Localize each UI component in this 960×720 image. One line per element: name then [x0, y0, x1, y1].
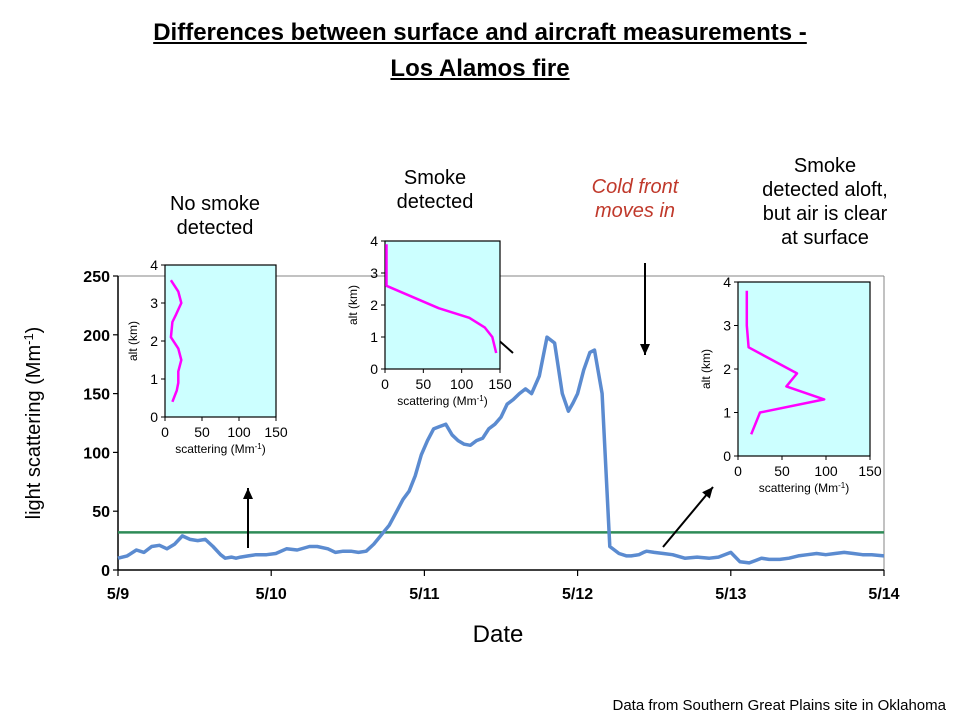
- profile-x-tick-label: 0: [734, 463, 742, 479]
- profile-x-tick-label: 0: [161, 424, 169, 440]
- profile-y-tick-label: 4: [723, 274, 731, 290]
- profile-y-axis-title: alt (km): [699, 349, 713, 389]
- profile-y-tick-label: 2: [723, 361, 731, 377]
- altitude-profile-line: [169, 279, 183, 403]
- scattering-series-line: [117, 335, 885, 565]
- annotation-arrow-head: [640, 344, 650, 355]
- profile-y-tick-label: 2: [370, 297, 378, 313]
- annotation-line: detected: [176, 217, 254, 239]
- profile-y-tick-label: 4: [370, 233, 378, 249]
- x-tick-label: 5/13: [715, 586, 746, 603]
- annotation-line: detected aloft,: [762, 179, 888, 201]
- profile-x-tick-label: 50: [416, 376, 432, 392]
- title-line-1: Differences between surface and aircraft…: [153, 19, 807, 46]
- y-axis-title: light scattering (Mm-1): [21, 327, 46, 520]
- profile-y-tick-label: 3: [370, 265, 378, 281]
- profile-y-tick-label: 0: [723, 448, 731, 464]
- profile-plot-area: [164, 264, 277, 418]
- profile-y-tick-label: 0: [150, 409, 158, 425]
- annotation-line: Smoke: [403, 167, 467, 189]
- y-tick-label: 50: [92, 504, 110, 521]
- profile-x-tick-label: 100: [814, 463, 838, 479]
- profile-x-tick-label: 150: [264, 424, 288, 440]
- y-tick-label: 150: [83, 387, 110, 404]
- x-tick-label: 5/11: [409, 586, 439, 603]
- x-tick-label: 5/14: [868, 586, 899, 603]
- annotation-smoke-detected: Smoke detected: [360, 166, 510, 214]
- x-tick-label: 5/9: [107, 586, 129, 603]
- altitude-profile-line: [385, 244, 498, 354]
- annotation-arrow-shaft: [662, 486, 714, 548]
- y-tick-label: 200: [83, 328, 110, 345]
- profile-x-tick-label: 150: [858, 463, 882, 479]
- annotation-line: Smoke: [793, 155, 857, 177]
- profile-x-tick-label: 50: [774, 463, 790, 479]
- annotation-line: at surface: [781, 227, 869, 249]
- profile-plot-area: [384, 240, 501, 370]
- profile-x-axis-title: scattering (Mm-1): [759, 481, 849, 496]
- profile-x-tick-label: 100: [227, 424, 251, 440]
- x-tick-label: 5/12: [562, 586, 593, 603]
- x-tick-label: 5/10: [256, 586, 287, 603]
- profile-x-tick-label: 100: [450, 376, 474, 392]
- annotation-arrow-head: [243, 488, 253, 499]
- profile-y-tick-label: 3: [150, 295, 158, 311]
- profile-y-axis-title: alt (km): [346, 285, 360, 325]
- profile-x-axis-title: scattering (Mm-1): [175, 442, 265, 457]
- profile-y-tick-label: 1: [150, 371, 158, 387]
- profile-x-tick-label: 50: [194, 424, 210, 440]
- profile-y-tick-label: 0: [370, 361, 378, 377]
- profile-y-tick-label: 3: [723, 318, 731, 334]
- annotation-cold-front: Cold front moves in: [560, 175, 710, 223]
- annotation-line: Cold front: [591, 176, 679, 198]
- y-tick-label: 250: [83, 269, 110, 286]
- profile-y-tick-label: 1: [723, 405, 731, 421]
- y-tick-label: 0: [101, 563, 110, 580]
- profile-x-tick-label: 150: [488, 376, 512, 392]
- annotation-line: detected: [396, 191, 474, 213]
- annotation-smoke-aloft: Smoke detected aloft, but air is clear a…: [735, 154, 915, 250]
- profile-y-tick-label: 2: [150, 333, 158, 349]
- profile-y-tick-label: 4: [150, 257, 158, 273]
- profile-x-tick-label: 0: [381, 376, 389, 392]
- annotation-no-smoke: No smoke detected: [140, 192, 290, 240]
- title-line-2: Los Alamos fire: [390, 55, 570, 82]
- annotation-line: moves in: [594, 200, 676, 222]
- profile-x-axis-title: scattering (Mm-1): [397, 394, 487, 409]
- annotation-line: but air is clear: [762, 203, 888, 225]
- data-credit: Data from Southern Great Plains site in …: [612, 697, 947, 714]
- profile-y-axis-title: alt (km): [126, 321, 140, 361]
- profile-plot-area: [737, 281, 871, 457]
- x-axis-title: Date: [473, 621, 524, 648]
- altitude-profile-line: [745, 290, 826, 435]
- annotation-arrow-head: [702, 487, 713, 499]
- annotation-line: No smoke: [169, 193, 261, 215]
- y-tick-label: 100: [83, 445, 110, 462]
- profile-y-tick-label: 1: [370, 329, 378, 345]
